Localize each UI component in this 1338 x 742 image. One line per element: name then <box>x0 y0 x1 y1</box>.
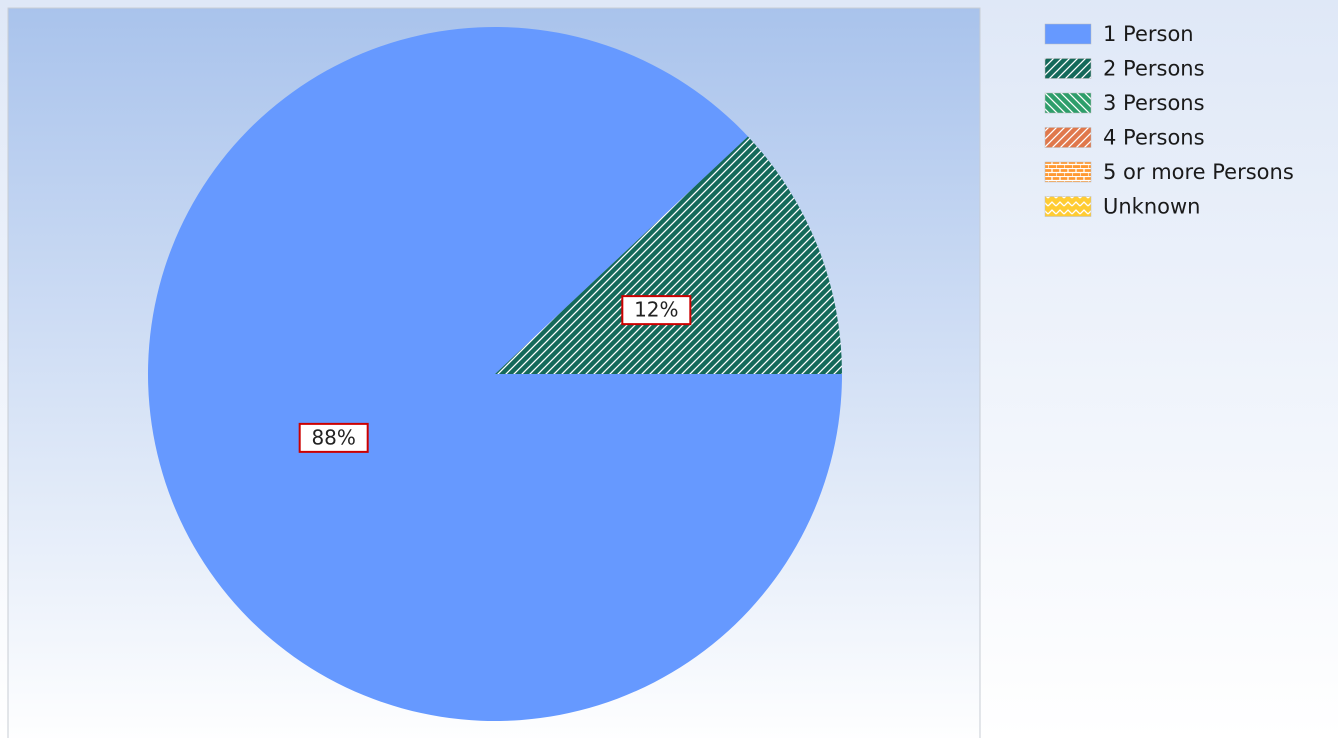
legend-swatch <box>1044 127 1092 148</box>
legend-swatch <box>1044 92 1092 114</box>
legend-swatch <box>1044 23 1092 45</box>
legend-label: Unknown <box>1103 195 1200 219</box>
data-label-box <box>298 422 369 453</box>
data-label-text: 12% <box>634 298 678 322</box>
data-label-text: 88% <box>311 425 355 449</box>
legend-label: 1 Person <box>1103 22 1194 46</box>
legend-label: 4 Persons <box>1103 126 1205 150</box>
legend-label: 2 Persons <box>1103 57 1205 81</box>
legend-swatch <box>1044 161 1092 183</box>
data-label-box <box>621 295 692 326</box>
legend-swatch <box>1044 58 1092 79</box>
pie-slice <box>495 136 842 374</box>
legend-label: 5 or more Persons <box>1103 160 1294 184</box>
data-label: 12% <box>621 295 692 326</box>
pie-slice <box>147 27 843 722</box>
legend-label: 3 Persons <box>1103 91 1205 115</box>
data-label: 88% <box>298 422 369 453</box>
legend-swatch <box>1044 196 1092 217</box>
